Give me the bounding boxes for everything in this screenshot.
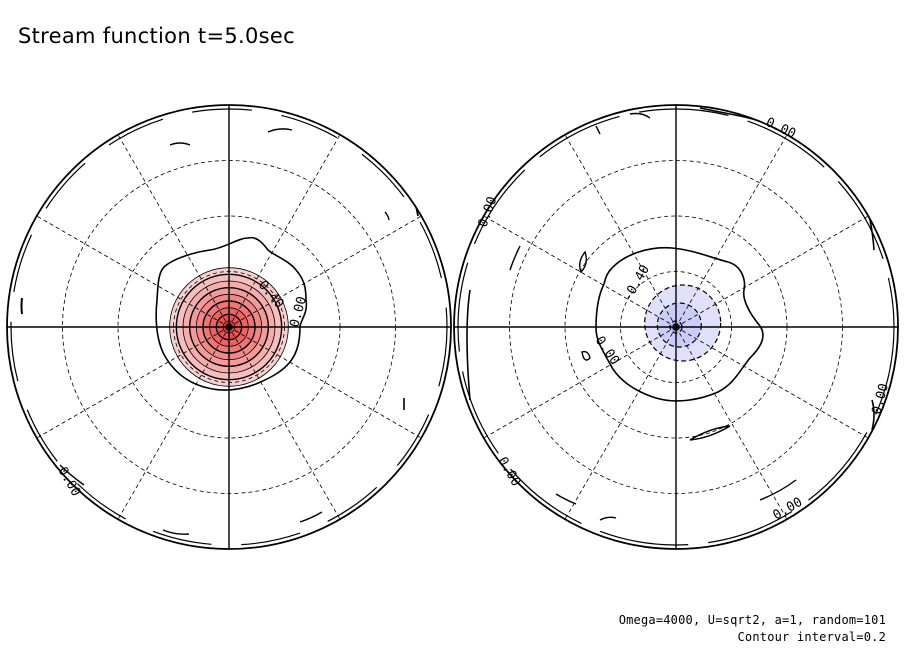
left-small-contour-5: [20, 297, 23, 315]
right-small-contour-3: [581, 350, 591, 361]
parameters-note: Omega=4000, U=sqrt2, a=1, random=101: [618, 613, 886, 627]
right-small-contour-8: [629, 112, 651, 119]
near-boundary-contour: [457, 108, 895, 546]
right-small-contour-14: [759, 479, 797, 501]
meridian-line: [675, 134, 788, 328]
contour-label: 0.00: [592, 334, 622, 368]
center-marker: [672, 323, 680, 331]
left-small-contour-9: [59, 464, 85, 486]
contour-label: 0.00: [495, 455, 524, 490]
meridian-line: [675, 215, 869, 328]
right-small-contour-2: [509, 245, 521, 271]
right-small-contour-7: [699, 107, 771, 127]
meridian-line: [228, 134, 341, 328]
meridian-line: [36, 215, 230, 328]
figure-title: Stream function t=5.0sec: [18, 24, 295, 48]
outer-boundary: [6, 104, 452, 550]
left-zero-contour: [155, 236, 308, 391]
contour-interval-note: Contour interval=0.2: [737, 630, 886, 644]
contour-label: 0.00: [287, 295, 310, 329]
contour-label: 0.00: [763, 115, 798, 142]
right-small-contour-9: [595, 125, 601, 135]
meridian-line: [564, 134, 677, 328]
center-marker: [225, 323, 233, 331]
right-zero-contour: [595, 246, 764, 402]
left-small-contour-7: [162, 529, 190, 535]
left-small-contour-2: [267, 128, 293, 133]
meridian-line: [483, 215, 677, 328]
meridian-line: [228, 215, 422, 328]
right-small-contour-1: [578, 250, 588, 274]
left-polar-panel: [20, 128, 419, 535]
right-small-contour-5: [555, 493, 577, 505]
meridian-line: [483, 326, 677, 439]
meridian-line: [117, 326, 230, 520]
left-small-contour-1: [169, 142, 191, 146]
right-polar-panel: [466, 107, 875, 521]
left-small-contour-8: [299, 511, 323, 523]
meridian-line: [36, 326, 230, 439]
right-small-contour-4: [689, 425, 731, 441]
contour-label: 0.00: [476, 195, 501, 230]
meridian-line: [117, 134, 230, 328]
outer-boundary: [453, 104, 899, 550]
contour-label: 0.00: [869, 382, 892, 416]
meridian-line: [675, 326, 788, 520]
right-polar-grid: [453, 104, 899, 550]
meridian-line: [675, 326, 869, 439]
right-small-contour-13: [871, 399, 875, 431]
right-small-contour-6: [599, 516, 617, 521]
near-boundary-contour: [10, 108, 448, 546]
left-polar-grid: [6, 104, 452, 550]
meridian-line: [228, 326, 422, 439]
right-small-contour-11: [466, 289, 471, 401]
meridian-line: [564, 326, 677, 520]
right-small-contour-12: [861, 189, 875, 251]
left-small-contour-4: [384, 211, 390, 221]
meridian-line: [228, 326, 341, 520]
contour-label: -0.40: [620, 263, 653, 304]
